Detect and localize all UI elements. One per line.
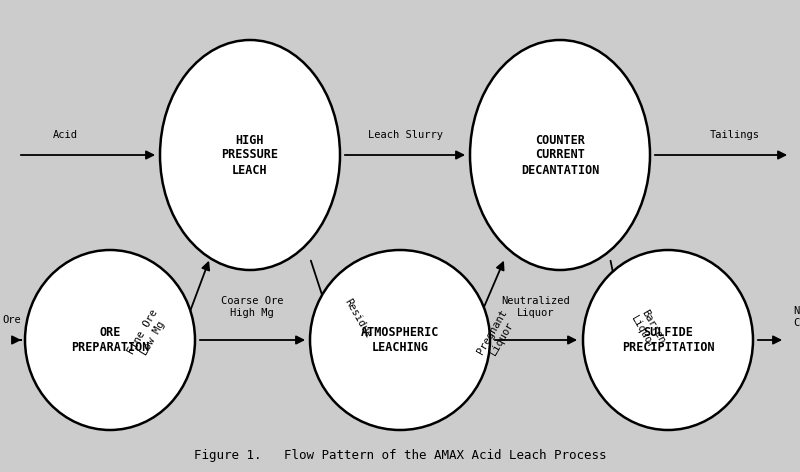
Ellipse shape [25, 250, 195, 430]
Text: Neutralized
Liquor: Neutralized Liquor [502, 296, 570, 318]
Text: Barren
Liquor: Barren Liquor [630, 308, 666, 352]
Text: Figure 1.   Flow Pattern of the AMAX Acid Leach Process: Figure 1. Flow Pattern of the AMAX Acid … [194, 448, 606, 462]
Text: Ore: Ore [2, 315, 22, 325]
Ellipse shape [310, 250, 490, 430]
Text: Tailings: Tailings [710, 130, 760, 140]
Text: Leach Slurry: Leach Slurry [367, 130, 442, 140]
Text: COUNTER
CURRENT
DECANTATION: COUNTER CURRENT DECANTATION [521, 134, 599, 177]
Text: Pregnant
Liquor: Pregnant Liquor [475, 308, 519, 362]
Ellipse shape [160, 40, 340, 270]
Text: ORE
PREPARATION: ORE PREPARATION [71, 326, 149, 354]
Text: Fine Ore
Low Mg: Fine Ore Low Mg [126, 308, 170, 362]
Ellipse shape [470, 40, 650, 270]
Text: Coarse Ore
High Mg: Coarse Ore High Mg [221, 296, 283, 318]
Text: SULFIDE
PRECIPITATION: SULFIDE PRECIPITATION [622, 326, 714, 354]
Text: HIGH
PRESSURE
LEACH: HIGH PRESSURE LEACH [222, 134, 278, 177]
Text: ATMOSPHERIC
LEACHING: ATMOSPHERIC LEACHING [361, 326, 439, 354]
Text: Residue: Residue [342, 296, 374, 339]
Text: NiS
CoS: NiS CoS [793, 306, 800, 328]
Text: Acid: Acid [53, 130, 78, 140]
Ellipse shape [583, 250, 753, 430]
